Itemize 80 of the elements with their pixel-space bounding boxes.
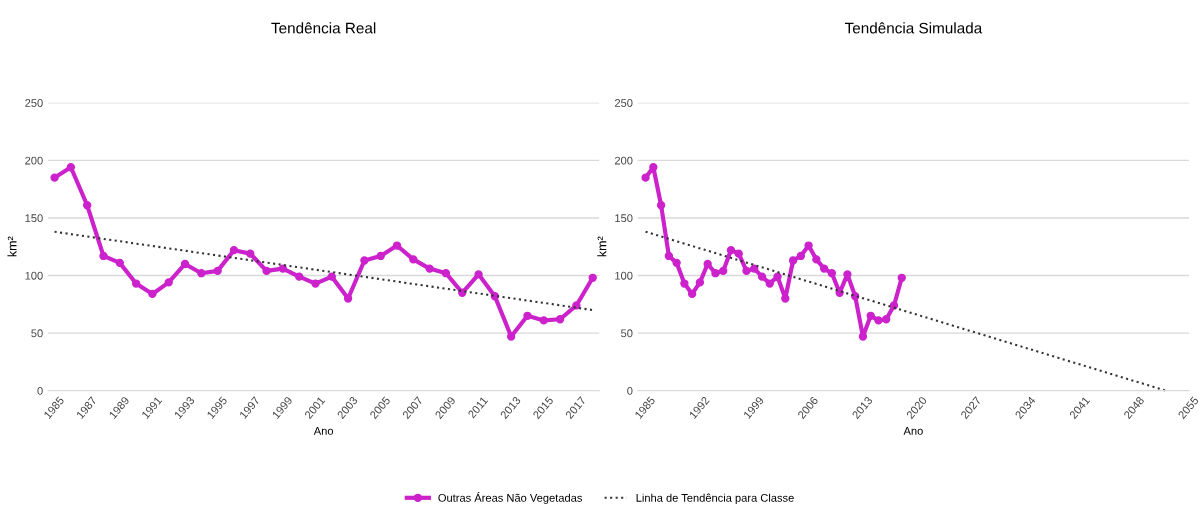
point: [687, 289, 697, 299]
chart-title: Tendência Simulada: [844, 22, 983, 34]
point: [588, 273, 597, 282]
point: [278, 264, 288, 273]
point: [197, 269, 206, 278]
point: [726, 246, 736, 255]
point: [750, 264, 759, 273]
point: [148, 289, 157, 299]
x-axis-title: Ano: [903, 427, 923, 435]
point: [50, 173, 59, 182]
y-tick-label: 250: [614, 99, 633, 107]
point: [649, 163, 658, 172]
y-tick-label: 0: [627, 386, 633, 395]
point: [539, 316, 548, 325]
point: [523, 311, 532, 320]
point: [360, 256, 369, 265]
point: [819, 264, 829, 273]
x-axis-title: Ano: [313, 427, 334, 435]
point: [866, 311, 875, 320]
point: [311, 279, 320, 288]
point: [858, 332, 868, 341]
point: [555, 315, 565, 324]
y-tick-label: 0: [37, 386, 43, 395]
point: [796, 251, 805, 261]
point: [672, 258, 681, 268]
point: [742, 266, 751, 276]
y-tick-label: 150: [25, 214, 43, 223]
legend-label: Linha de Tendência para Classe: [636, 493, 794, 504]
point: [295, 272, 304, 281]
point: [409, 255, 418, 264]
point: [882, 315, 891, 324]
point: [827, 269, 837, 278]
y-tick-label: 250: [25, 99, 43, 107]
point: [843, 270, 852, 279]
point: [897, 273, 906, 282]
point: [812, 255, 821, 264]
point: [781, 294, 790, 303]
point: [773, 272, 782, 281]
point: [115, 258, 124, 268]
point: [425, 264, 434, 273]
point: [734, 249, 743, 258]
point: [229, 246, 239, 255]
point: [695, 278, 705, 287]
point: [180, 259, 190, 269]
y-axis-title: km²: [597, 236, 607, 257]
point: [656, 201, 666, 210]
point: [99, 251, 108, 261]
point: [262, 266, 271, 276]
point: [680, 279, 689, 288]
y-axis-title: km²: [7, 236, 17, 257]
point: [765, 279, 774, 288]
point: [703, 259, 712, 269]
y-tick-label: 200: [25, 156, 43, 165]
chart-title: Tendência Real: [271, 22, 376, 34]
point: [246, 249, 255, 258]
point: [711, 269, 720, 278]
point: [392, 241, 402, 250]
y-tick-label: 200: [614, 156, 633, 165]
legend-label: Outras Áreas Não Vegetadas: [438, 492, 582, 504]
point: [66, 163, 76, 172]
point: [664, 251, 674, 261]
y-tick-label: 100: [615, 271, 633, 280]
y-tick-label: 100: [25, 271, 43, 280]
point: [641, 173, 650, 182]
point: [343, 294, 353, 303]
point: [164, 278, 173, 287]
point: [757, 272, 767, 281]
point: [474, 270, 483, 279]
point: [719, 266, 728, 276]
point: [131, 279, 141, 288]
point: [441, 269, 451, 278]
y-tick-label: 50: [621, 329, 633, 338]
y-tick-label: 50: [31, 329, 43, 338]
point: [874, 316, 883, 325]
point: [788, 256, 798, 265]
point: [376, 251, 385, 261]
point: [83, 201, 92, 210]
point: [213, 266, 222, 276]
y-tick-label: 150: [615, 214, 633, 223]
point: [327, 272, 336, 281]
